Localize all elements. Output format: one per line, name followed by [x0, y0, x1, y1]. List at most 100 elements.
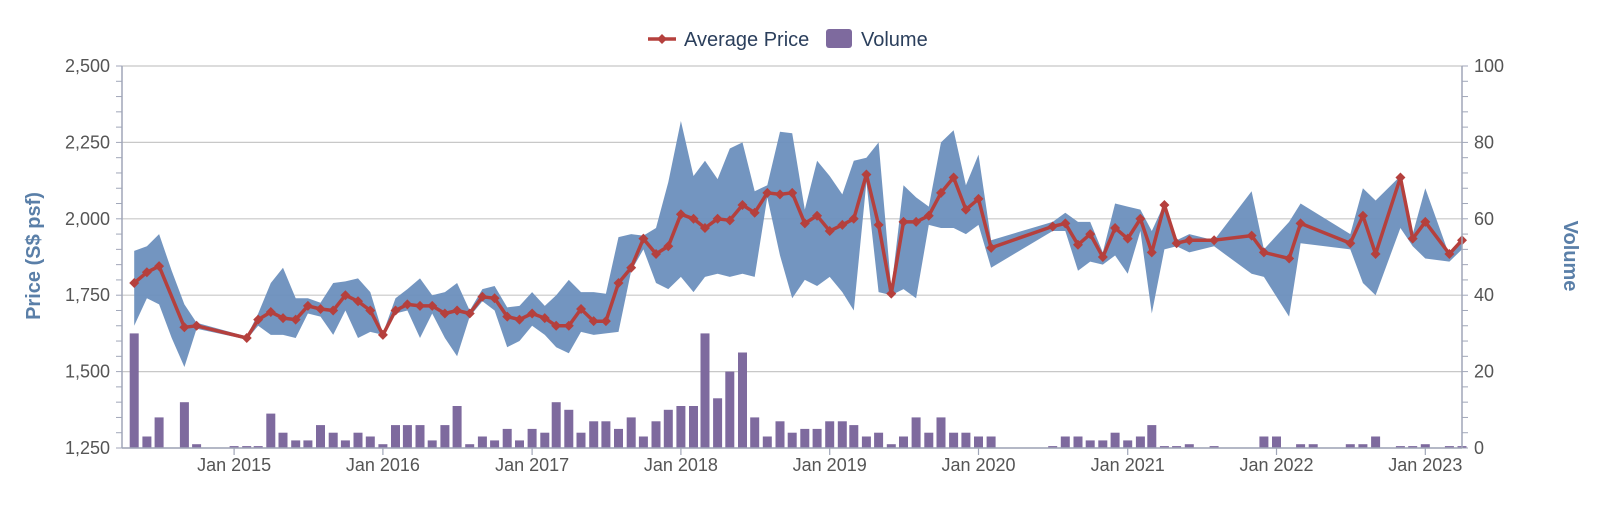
price-point: [290, 314, 301, 325]
price-point: [1097, 252, 1108, 262]
price-point: [886, 288, 897, 299]
price-point: [1047, 221, 1058, 232]
price-point: [1407, 233, 1418, 244]
volume-bar: [825, 421, 835, 448]
x-tick-label: Jan 2017: [495, 455, 569, 475]
volume-bar: [1048, 446, 1058, 448]
volume-bar: [738, 352, 747, 448]
legend-square-swatch: [826, 29, 852, 48]
volume-bar: [837, 421, 847, 448]
volume-bar: [787, 432, 797, 448]
price-point: [663, 241, 674, 252]
x-tick-label: Jan 2016: [346, 455, 420, 475]
x-tick-label: Jan 2018: [644, 455, 718, 475]
price-point: [328, 305, 339, 316]
y-axis-right-title: Volume: [1559, 221, 1581, 292]
volume-bar: [1135, 436, 1145, 448]
volume-bar: [1098, 440, 1108, 448]
volume-bar: [700, 333, 710, 448]
legend-label: Volume: [861, 29, 928, 51]
price-point: [141, 267, 152, 278]
volume-bar: [242, 446, 252, 448]
x-tick-label: Jan 2021: [1091, 455, 1165, 475]
price-point: [191, 320, 202, 331]
legend[interactable]: Average Price Volume: [648, 29, 928, 51]
y-left-tick-label: 1,250: [65, 438, 110, 458]
average-price-line: [129, 169, 1467, 343]
price-point: [1171, 238, 1182, 249]
volume-bar: [924, 432, 934, 448]
volume-bar: [365, 436, 375, 448]
price-point: [812, 210, 823, 221]
price-point: [588, 316, 599, 327]
price-point: [749, 207, 760, 218]
volume-bar: [1172, 446, 1182, 448]
volume-bar: [278, 432, 288, 448]
price-point: [724, 215, 735, 226]
y-right-tick-label: 20: [1474, 362, 1494, 382]
price-point: [873, 219, 884, 230]
price-point: [390, 305, 401, 316]
price-point: [563, 320, 574, 331]
volume-bar: [1308, 444, 1318, 448]
y-left-tick-label: 1,500: [65, 362, 110, 382]
price-point: [340, 290, 351, 301]
price-point: [699, 222, 710, 233]
price-point: [265, 307, 276, 318]
price-point: [1357, 210, 1368, 221]
y-left-tick-label: 1,750: [65, 285, 110, 305]
price-point: [1370, 248, 1381, 259]
price-point: [824, 226, 835, 237]
price-point: [613, 277, 624, 288]
volume-bar: [750, 417, 760, 448]
price-range-band: [134, 121, 1463, 367]
price-point: [1345, 238, 1356, 249]
volume-bar: [961, 432, 971, 448]
volume-bar: [974, 436, 983, 448]
price-point: [651, 248, 662, 259]
volume-bar: [725, 371, 735, 448]
volume-bar: [849, 425, 859, 448]
volume-bar: [1420, 444, 1430, 448]
volume-bar: [601, 421, 611, 448]
volume-bar: [564, 409, 574, 448]
volume-bar: [527, 428, 537, 448]
price-point: [848, 213, 859, 224]
y-left-tick-label: 2,250: [65, 132, 110, 152]
price-point: [464, 308, 475, 319]
price-point: [1110, 222, 1121, 233]
volume-bar: [502, 428, 512, 448]
x-tick-label: Jan 2019: [793, 455, 867, 475]
price-point: [986, 242, 997, 253]
price-point: [452, 305, 463, 316]
price-point: [960, 204, 971, 215]
volume-bar: [1060, 436, 1070, 448]
volume-bar: [1358, 444, 1368, 448]
volume-bar: [1296, 444, 1306, 448]
volume-bar: [328, 432, 338, 448]
price-point: [427, 300, 438, 311]
price-point: [477, 291, 488, 302]
legend-item-volume[interactable]: Volume: [826, 29, 928, 51]
volume-bar: [402, 425, 412, 448]
volume-bar: [353, 432, 363, 448]
price-point: [365, 305, 376, 316]
x-tick-label: Jan 2020: [941, 455, 1015, 475]
volume-bar: [1123, 440, 1133, 448]
price-point: [600, 316, 611, 327]
volume-bar: [614, 428, 623, 448]
price-point: [712, 213, 723, 224]
volume-bar: [1184, 444, 1194, 448]
legend-item-average-price[interactable]: Average Price: [648, 29, 809, 51]
price-point: [948, 172, 959, 183]
price-point: [315, 303, 326, 314]
volume-bar: [440, 425, 450, 448]
price-point: [1135, 213, 1146, 224]
volume-bar: [713, 398, 723, 448]
price-point: [1295, 218, 1306, 229]
price-point: [402, 299, 413, 310]
price-point: [923, 210, 934, 221]
y-left-tick-label: 2,500: [65, 56, 110, 76]
volume-bar: [576, 432, 586, 448]
